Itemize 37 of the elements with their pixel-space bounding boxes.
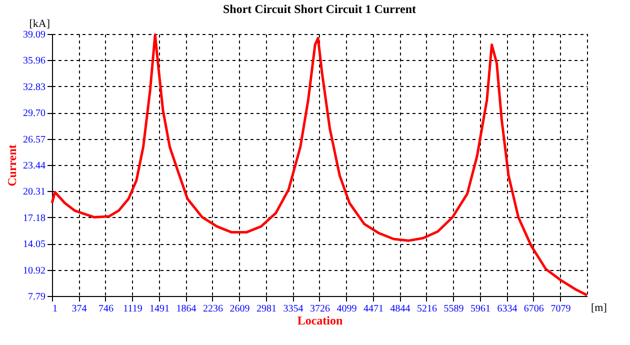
x-axis-title: Location <box>297 314 343 328</box>
x-tick-label: 374 <box>72 304 87 314</box>
x-tick-label: 4844 <box>390 304 410 314</box>
y-tick-label: 17.18 <box>23 212 46 224</box>
x-tick-label: 1491 <box>149 304 170 314</box>
x-tick-label: 5961 <box>470 304 490 314</box>
x-tick-label: 2609 <box>230 304 250 314</box>
x-tick-label: 2236 <box>202 304 223 314</box>
text: [m] <box>591 302 607 314</box>
x-tick-label: 2981 <box>256 304 276 314</box>
x-tick-label: 3726 <box>310 304 330 314</box>
x-tick-label: 5589 <box>444 304 464 314</box>
y-tick-label: 14.05 <box>23 239 46 250</box>
x-tick-label: 6334 <box>497 304 518 314</box>
y-tick-label: 39.09 <box>23 30 46 40</box>
y-tick-label: 7.79 <box>28 292 46 302</box>
y-tick-label: 10.92 <box>23 265 46 276</box>
x-tick-label: 3354 <box>283 304 304 314</box>
y-tick-label: 20.31 <box>23 186 46 198</box>
x-tick-label: 4471 <box>363 304 384 314</box>
line-series <box>50 34 588 296</box>
y-tick-label: 32.83 <box>23 82 46 93</box>
x-tick-label: 5216 <box>416 304 437 314</box>
x-tick-label: 1864 <box>176 304 196 314</box>
y-tick-label: 26.57 <box>23 134 46 146</box>
x-tick-label: 746 <box>98 304 114 314</box>
y-tick-label: 35.96 <box>23 56 46 67</box>
x-tick-label: 4099 <box>336 304 357 314</box>
x-tick-label: 1119 <box>123 304 142 314</box>
x-tick-label: 1 <box>52 304 58 314</box>
y-axis-title: Current <box>5 144 19 186</box>
text: [kA] <box>29 18 50 30</box>
x-tick-label: 6706 <box>524 304 544 314</box>
y-tick-label: 29.70 <box>23 108 46 120</box>
y-tick-label: 23.44 <box>23 160 46 172</box>
chart-title: Short Circuit Short Circuit 1 Current <box>223 2 416 16</box>
x-tick-label: 7079 <box>550 304 571 314</box>
